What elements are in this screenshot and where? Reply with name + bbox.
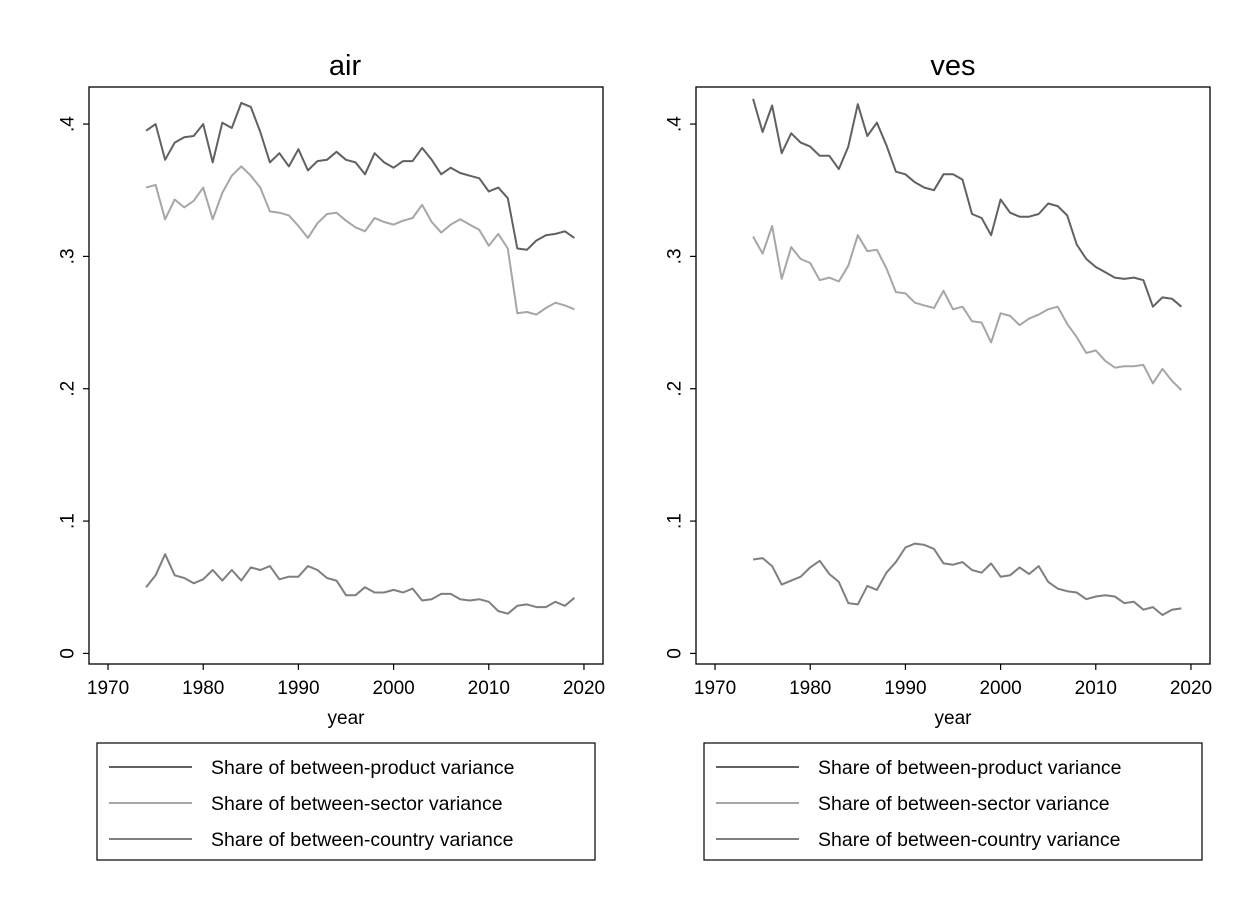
- panel-title-ves: ves: [930, 50, 975, 82]
- y-axis-air: 0 .1 .2 .3 .4: [58, 116, 89, 659]
- y-tick-label-ves-0: 0: [665, 648, 686, 659]
- legend-label-between-sector-ves: Share of between-sector variance: [818, 793, 1110, 815]
- legend-box-ves: [703, 742, 1203, 861]
- series-lines-air: [145, 101, 576, 615]
- y-tick-label-ves-2: .2: [665, 381, 686, 397]
- x-tick-label-air-2000: 2000: [372, 678, 414, 699]
- panel-ves: ves 1970 1980 1990 2000 2010 2020 0 .1 .2 .3 .4 y…: [665, 50, 1212, 861]
- x-axis-ves: 1970 1980 1990 2000 2010 2020: [694, 664, 1212, 699]
- x-tick-label-ves-2020: 2020: [1170, 678, 1212, 699]
- series-line-between-country-air: [145, 553, 576, 615]
- x-tick-label-ves-1980: 1980: [789, 678, 831, 699]
- legend-label-between-country-air: Share of between-country variance: [211, 829, 513, 851]
- legend-label-between-product-air: Share of between-product variance: [211, 757, 515, 779]
- legend-box-air: [96, 742, 596, 861]
- y-tick-label-air-0: 0: [58, 648, 79, 659]
- series-line-between-country-ves: [752, 542, 1182, 616]
- x-tick-label-air-1990: 1990: [277, 678, 319, 699]
- x-tick-label-ves-2010: 2010: [1075, 678, 1117, 699]
- legend-air: Share of between-product variance Share …: [96, 742, 596, 861]
- y-tick-label-ves-4: .4: [665, 116, 686, 132]
- series-line-between-product-air: [145, 101, 575, 251]
- x-tick-label-ves-2000: 2000: [979, 678, 1021, 699]
- series-lines-ves: [752, 98, 1183, 616]
- y-tick-label-air-1: .1: [58, 513, 79, 529]
- legend-ves: Share of between-product variance Share …: [703, 742, 1203, 861]
- series-line-between-sector-air: [145, 165, 575, 316]
- plot-frame-air: [88, 86, 604, 665]
- series-line-between-product-ves: [752, 98, 1183, 308]
- x-tick-label-air-2010: 2010: [468, 678, 510, 699]
- x-tick-label-air-1980: 1980: [182, 678, 224, 699]
- y-tick-label-air-2: .2: [58, 381, 79, 397]
- y-tick-label-air-4: .4: [58, 116, 79, 132]
- x-axis-title-ves: year: [935, 708, 973, 729]
- y-tick-label-ves-3: .3: [665, 248, 686, 264]
- legend-label-between-sector-air: Share of between-sector variance: [211, 793, 503, 815]
- x-axis-air: 1970 1980 1990 2000 2010 2020: [87, 664, 605, 699]
- plot-frame-ves: [695, 86, 1211, 665]
- series-line-between-sector-ves: [752, 225, 1183, 391]
- x-tick-label-ves-1990: 1990: [884, 678, 926, 699]
- x-tick-label-air-2020: 2020: [563, 678, 605, 699]
- y-tick-label-air-3: .3: [58, 248, 79, 264]
- y-tick-label-ves-1: .1: [665, 513, 686, 529]
- legend-label-between-country-ves: Share of between-country variance: [818, 829, 1120, 851]
- x-tick-label-air-1970: 1970: [87, 678, 129, 699]
- legend-label-between-product-ves: Share of between-product variance: [818, 757, 1122, 779]
- x-axis-title-air: year: [328, 708, 366, 729]
- x-tick-label-ves-1970: 1970: [694, 678, 736, 699]
- y-axis-ves: 0 .1 .2 .3 .4: [665, 116, 696, 659]
- panel-title-air: air: [329, 50, 362, 82]
- panel-air: air 1970 1980 1990 2000 2010 2020 0 .1 .2 .3 .4 y…: [58, 50, 605, 861]
